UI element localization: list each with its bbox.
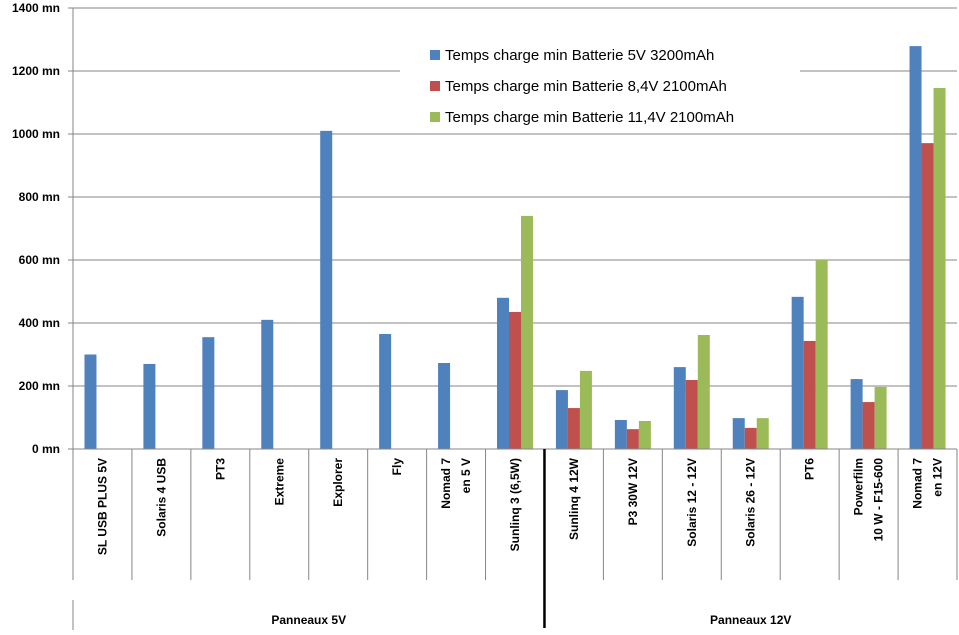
category-label: Powerfilm 10 W - F15-600 xyxy=(852,458,886,542)
category-label: Explorer xyxy=(331,458,345,507)
category-label: Fly xyxy=(390,458,404,476)
bar xyxy=(697,334,710,449)
category-label-line: SL USB PLUS 5V xyxy=(95,458,109,555)
bar xyxy=(614,420,627,449)
category-label: Solaris 12 - 12V xyxy=(685,458,699,547)
bar xyxy=(791,296,804,449)
bar xyxy=(909,46,922,450)
legend-swatch xyxy=(430,112,440,122)
bar xyxy=(862,402,875,449)
category-label-line: PT6 xyxy=(803,458,817,480)
bar xyxy=(874,386,887,449)
legend-swatch xyxy=(430,81,440,91)
category-label-line: en 12V xyxy=(931,458,945,497)
category-label: P3 30W 12V xyxy=(626,458,640,525)
category-label-line: Nomad 7 xyxy=(911,458,925,509)
bar xyxy=(815,260,828,449)
y-tick-label: 800 mn xyxy=(19,190,60,204)
bar xyxy=(803,340,816,449)
category-label: Nomad 7 en 12V xyxy=(911,458,945,509)
category-label-line: en 5 V xyxy=(459,458,473,493)
category-label-line: Solaris 12 - 12V xyxy=(685,458,699,547)
category-label: Nomad 7 en 5 V xyxy=(439,458,473,509)
bar xyxy=(933,88,946,449)
category-label-line: Powerfilm xyxy=(852,458,866,515)
category-label-line: Fly xyxy=(390,458,404,476)
category-label: SL USB PLUS 5V xyxy=(95,458,109,555)
category-label: PT3 xyxy=(213,458,227,480)
y-tick-label: 1400 mn xyxy=(12,1,60,15)
bar xyxy=(732,418,745,449)
legend-swatch xyxy=(430,50,440,60)
bar xyxy=(521,215,533,449)
category-label-line: Solaris 4 USB xyxy=(154,458,168,537)
bar xyxy=(744,427,757,449)
category-label-line: Explorer xyxy=(331,458,345,507)
bar xyxy=(320,130,333,449)
bar xyxy=(509,311,521,449)
bar xyxy=(438,363,451,449)
y-tick-label: 1000 mn xyxy=(12,127,60,141)
bar xyxy=(143,363,156,449)
category-label-line: 10 W - F15-600 xyxy=(872,458,886,542)
bar xyxy=(84,354,97,449)
y-tick-label: 200 mn xyxy=(19,379,60,393)
y-tick-label: 1200 mn xyxy=(12,64,60,78)
group-label: Panneaux 12V xyxy=(710,613,791,627)
category-label: PT6 xyxy=(803,458,817,480)
bar xyxy=(579,370,592,449)
bar xyxy=(379,334,392,449)
y-tick-label: 400 mn xyxy=(19,316,60,330)
bar xyxy=(497,297,509,449)
legend-label: Temps charge min Batterie 8,4V 2100mAh xyxy=(445,78,727,95)
y-tick-label: 0 mn xyxy=(32,442,60,456)
category-label: Solaris 4 USB xyxy=(154,458,168,537)
bar xyxy=(921,143,934,449)
category-label: Solaris 26 - 12V xyxy=(744,458,758,547)
category-label-line: Sunlinq 3 (6,5W) xyxy=(508,458,522,551)
category-label-line: Sunlinq 4 12W xyxy=(567,457,581,540)
bar xyxy=(756,418,769,449)
bar xyxy=(626,429,639,449)
bar xyxy=(555,390,568,449)
bar xyxy=(202,337,215,449)
bar xyxy=(638,420,651,449)
bar xyxy=(567,408,580,449)
category-label: Sunlinq 4 12W xyxy=(567,457,581,540)
category-label: Extreme xyxy=(272,458,286,506)
category-label-line: PT3 xyxy=(213,458,227,480)
bar xyxy=(673,367,686,449)
category-label-line: Nomad 7 xyxy=(439,458,453,509)
legend-label: Temps charge min Batterie 5V 3200mAh xyxy=(445,47,714,64)
bar xyxy=(850,379,863,449)
legend-label: Temps charge min Batterie 11,4V 2100mAh xyxy=(445,109,734,126)
group-label: Panneaux 5V xyxy=(271,613,346,627)
legend-box xyxy=(400,38,800,132)
bar xyxy=(685,380,698,449)
y-tick-label: 600 mn xyxy=(19,253,60,267)
bar xyxy=(261,319,274,449)
category-label-line: Solaris 26 - 12V xyxy=(744,458,758,547)
category-label: Sunlinq 3 (6,5W) xyxy=(508,458,522,551)
category-label-line: P3 30W 12V xyxy=(626,458,640,525)
category-label-line: Extreme xyxy=(272,458,286,506)
